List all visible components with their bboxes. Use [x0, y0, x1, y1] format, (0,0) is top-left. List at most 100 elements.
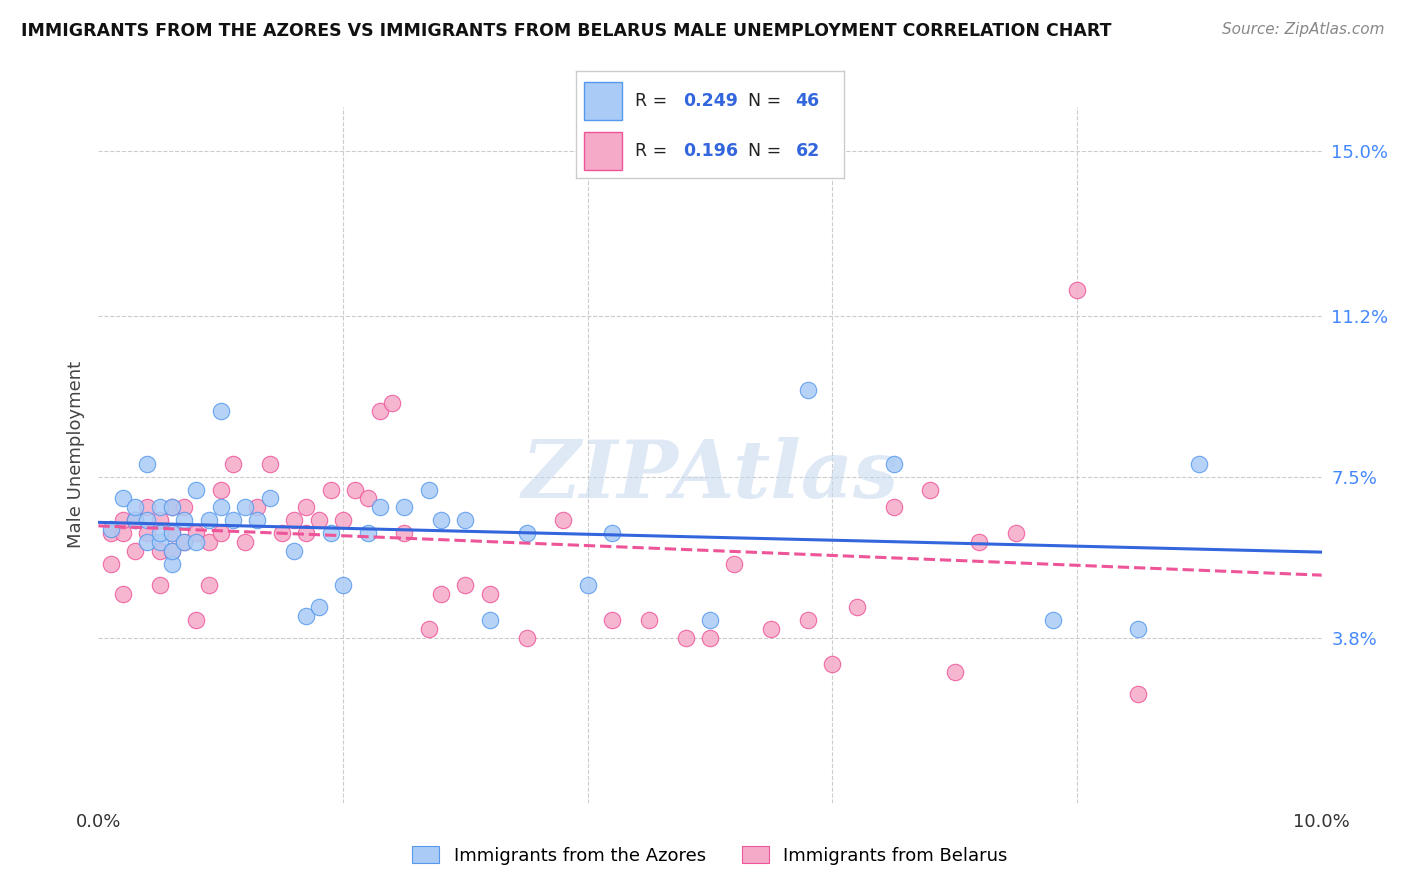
Point [173, 535, 195, 549]
Point [845, 600, 868, 615]
Point [283, 543, 305, 558]
Point [124, 543, 146, 558]
Point [160, 543, 183, 558]
Point [197, 535, 219, 549]
Point [637, 613, 661, 627]
Point [319, 483, 342, 497]
Point [160, 526, 183, 541]
Point [270, 526, 292, 541]
Point [723, 557, 745, 571]
Point [222, 513, 245, 527]
Point [368, 500, 391, 514]
Point [553, 513, 575, 527]
Text: R =: R = [636, 92, 673, 110]
Point [797, 383, 820, 397]
Text: 62: 62 [796, 142, 820, 160]
Point [160, 500, 183, 514]
Point [368, 404, 391, 418]
Point [1066, 283, 1088, 297]
Point [295, 608, 318, 623]
Point [149, 543, 172, 558]
Point [283, 513, 305, 527]
Point [111, 587, 134, 601]
Point [821, 657, 844, 671]
Point [478, 587, 501, 601]
Point [209, 526, 232, 541]
Point [516, 526, 538, 541]
Point [136, 513, 159, 527]
Point [186, 483, 208, 497]
Point [920, 483, 942, 497]
Point [516, 631, 538, 645]
Point [136, 526, 159, 541]
Point [295, 500, 318, 514]
Point [246, 513, 269, 527]
Point [197, 578, 219, 592]
Point [576, 121, 599, 136]
Point [186, 613, 208, 627]
Point [883, 457, 905, 471]
Point [111, 526, 134, 541]
Point [943, 665, 966, 680]
Point [111, 513, 134, 527]
Point [418, 622, 440, 636]
Point [197, 513, 219, 527]
Point [478, 613, 501, 627]
Point [124, 513, 146, 527]
Point [149, 526, 172, 541]
Point [100, 557, 122, 571]
Point [332, 578, 354, 592]
Point [173, 513, 195, 527]
Text: N =: N = [737, 92, 786, 110]
Text: N =: N = [737, 142, 786, 160]
Point [883, 500, 905, 514]
Point [308, 600, 330, 615]
Text: IMMIGRANTS FROM THE AZORES VS IMMIGRANTS FROM BELARUS MALE UNEMPLOYMENT CORRELAT: IMMIGRANTS FROM THE AZORES VS IMMIGRANTS… [21, 22, 1112, 40]
Point [173, 535, 195, 549]
Point [259, 491, 281, 506]
Point [600, 526, 623, 541]
Point [149, 578, 172, 592]
Point [332, 513, 354, 527]
Point [124, 513, 146, 527]
Point [136, 535, 159, 549]
Point [233, 500, 256, 514]
Point [454, 513, 477, 527]
Text: Source: ZipAtlas.com: Source: ZipAtlas.com [1222, 22, 1385, 37]
Point [295, 526, 318, 541]
Point [233, 535, 256, 549]
Point [576, 578, 599, 592]
Point [454, 578, 477, 592]
Point [259, 457, 281, 471]
Point [1042, 613, 1064, 627]
Text: R =: R = [636, 142, 673, 160]
Point [136, 457, 159, 471]
Point [209, 500, 232, 514]
Point [149, 535, 172, 549]
Point [160, 543, 183, 558]
Point [1188, 457, 1211, 471]
Point [124, 500, 146, 514]
Point [136, 500, 159, 514]
Point [699, 613, 721, 627]
Point [160, 557, 183, 571]
Point [797, 613, 820, 627]
Point [100, 522, 122, 536]
Point [149, 513, 172, 527]
Point [160, 500, 183, 514]
Point [356, 526, 378, 541]
Point [209, 404, 232, 418]
Point [356, 491, 378, 506]
Point [1128, 622, 1150, 636]
Point [186, 526, 208, 541]
Point [699, 631, 721, 645]
Point [967, 535, 990, 549]
Point [160, 526, 183, 541]
Point [209, 483, 232, 497]
Point [100, 526, 122, 541]
Point [430, 513, 453, 527]
Point [344, 483, 367, 497]
Point [173, 500, 195, 514]
Point [392, 500, 416, 514]
Point [600, 613, 623, 627]
